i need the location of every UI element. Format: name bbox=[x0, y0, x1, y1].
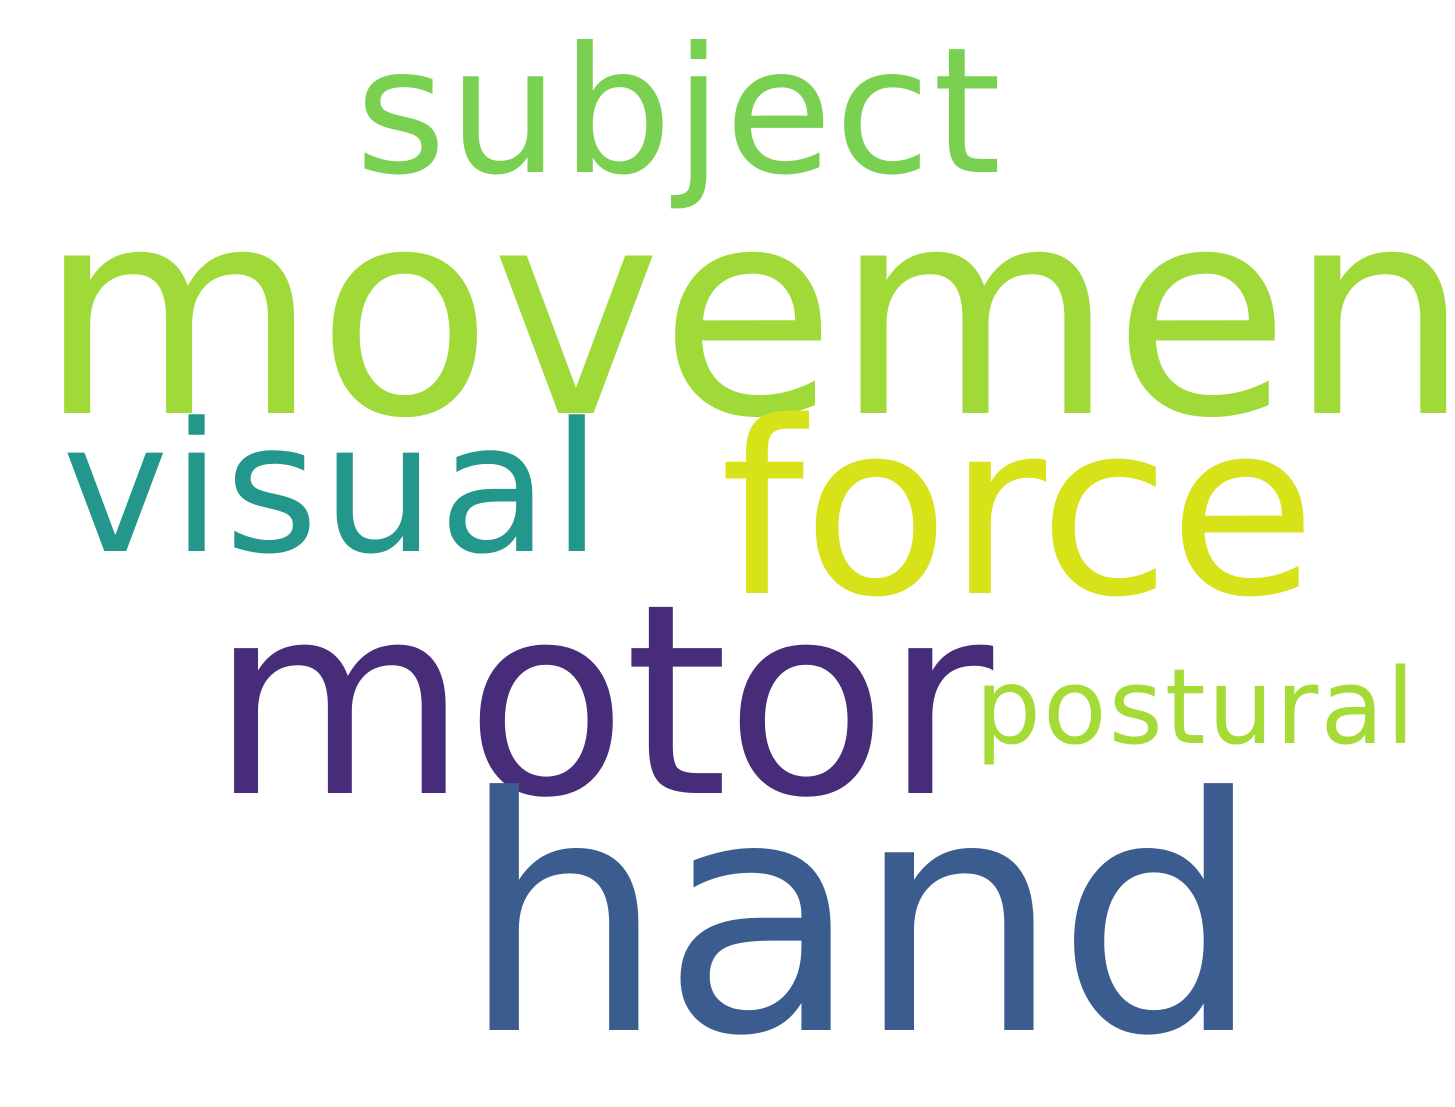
word-force: force bbox=[720, 370, 1316, 650]
word-visual: visual bbox=[62, 385, 605, 594]
word-subject: subject bbox=[355, 11, 1004, 214]
word-motor: motor bbox=[210, 548, 993, 856]
word-hand: hand bbox=[460, 728, 1262, 1107]
word-movement: movement bbox=[38, 146, 1455, 481]
word-postural: postural bbox=[975, 646, 1417, 768]
